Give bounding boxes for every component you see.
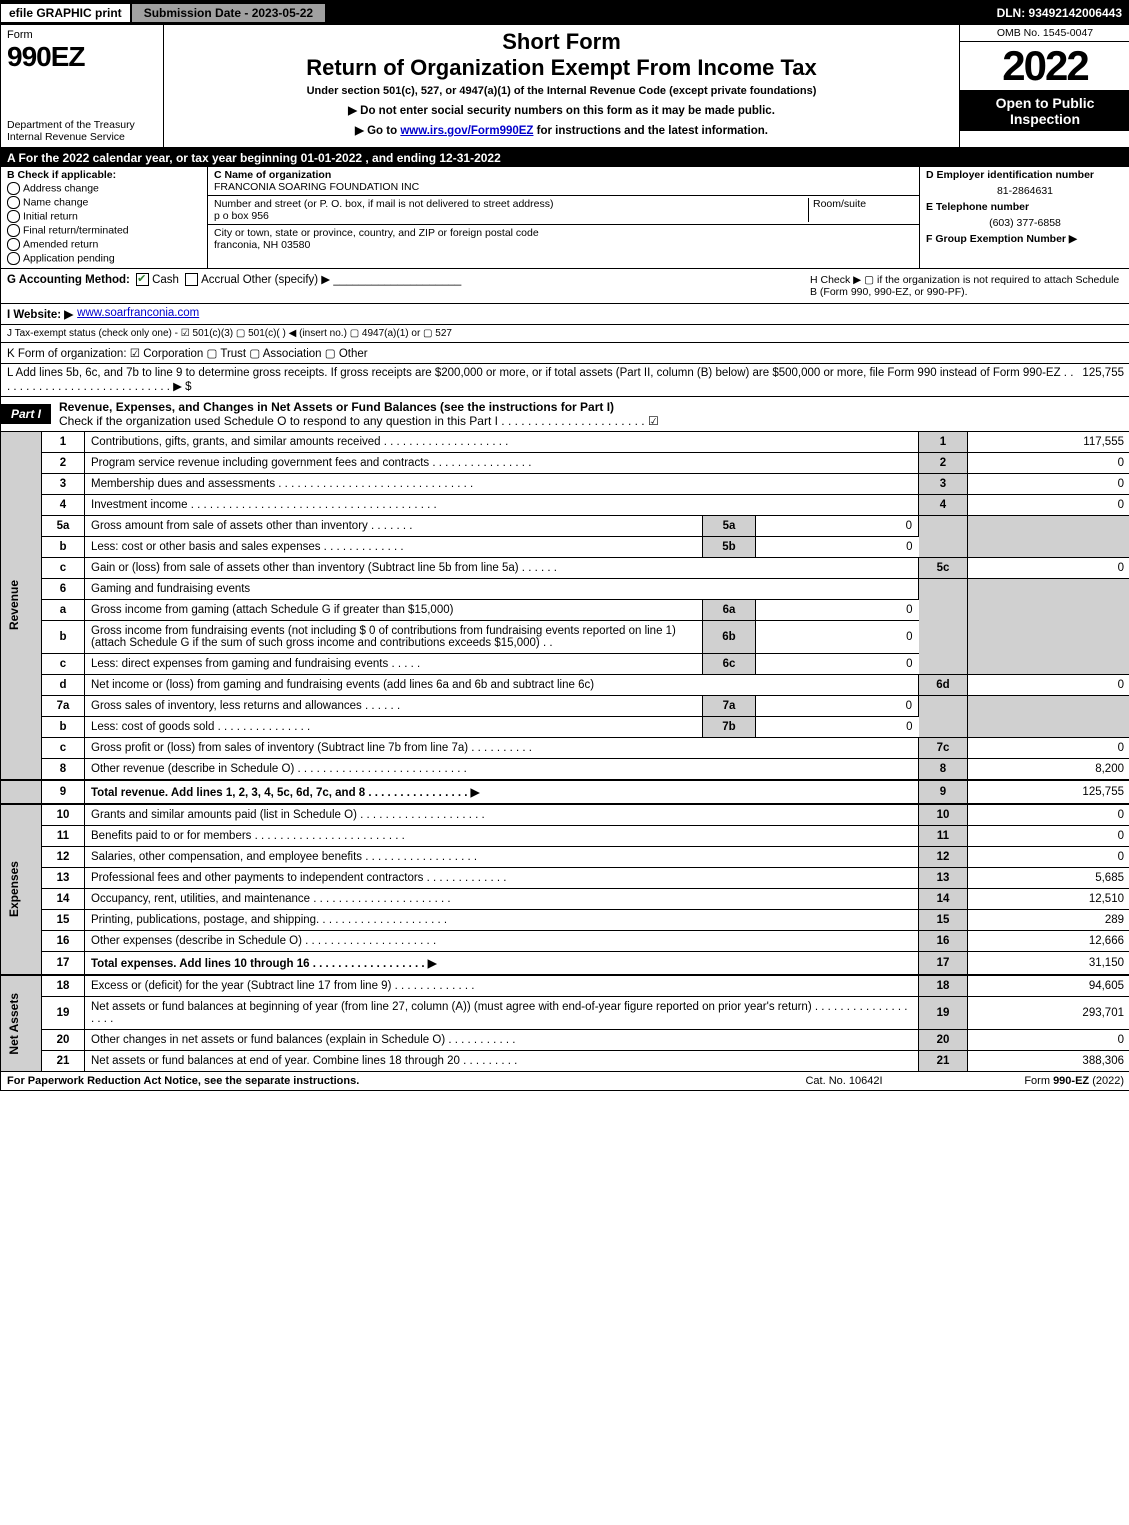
chk-name-change[interactable]: Name change — [7, 196, 201, 209]
footer-cat: Cat. No. 10642I — [744, 1075, 944, 1087]
city-value: franconia, NH 03580 — [214, 239, 539, 251]
website-label: I Website: ▶ — [7, 307, 73, 321]
city-label: City or town, state or province, country… — [214, 227, 539, 239]
line-i: I Website: ▶ www.soarfranconia.com — [1, 304, 1129, 325]
c-name-row: C Name of organization FRANCONIA SOARING… — [208, 167, 919, 196]
street-label: Number and street (or P. O. box, if mail… — [214, 198, 808, 210]
ein-value: 81-2864631 — [920, 183, 1129, 199]
part-1-table: Revenue 1 Contributions, gifts, grants, … — [1, 432, 1129, 1071]
dln-number: DLN: 93492142006443 — [989, 4, 1129, 22]
chk-application-pending[interactable]: Application pending — [7, 252, 201, 265]
chk-final-return[interactable]: Final return/terminated — [7, 224, 201, 237]
instr2-post: for instructions and the latest informat… — [533, 125, 768, 137]
side-revenue: Revenue — [1, 432, 42, 780]
chk-accrual[interactable] — [185, 273, 198, 286]
row-1-rn: 1 — [919, 432, 968, 453]
c-name-label: C Name of organization — [214, 169, 913, 181]
part-1-label: Part I — [1, 404, 51, 424]
c-street-row: Number and street (or P. O. box, if mail… — [208, 196, 919, 225]
line-j: J Tax-exempt status (check only one) - ☑… — [1, 325, 1129, 343]
under-section-text: Under section 501(c), 527, or 4947(a)(1)… — [174, 85, 949, 97]
ein-label: D Employer identification number — [920, 167, 1129, 183]
section-def: D Employer identification number 81-2864… — [919, 167, 1129, 268]
top-bar: efile GRAPHIC print Submission Date - 20… — [1, 1, 1129, 25]
footer-left: For Paperwork Reduction Act Notice, see … — [7, 1075, 744, 1087]
part-1-check: Check if the organization used Schedule … — [59, 414, 659, 428]
form-990ez-page: efile GRAPHIC print Submission Date - 20… — [0, 0, 1129, 1091]
section-b: B Check if applicable: Address change Na… — [1, 167, 208, 268]
line-l-text: L Add lines 5b, 6c, and 7b to line 9 to … — [7, 367, 1078, 393]
line-g-h: G Accounting Method: Cash Accrual Other … — [1, 269, 1129, 304]
form-number: 990EZ — [7, 41, 157, 73]
instr2-pre: ▶ Go to — [355, 125, 400, 137]
group-exemption: F Group Exemption Number ▶ — [920, 231, 1129, 247]
page-footer: For Paperwork Reduction Act Notice, see … — [1, 1071, 1129, 1090]
department-label: Department of the Treasury Internal Reve… — [7, 119, 157, 143]
side-net-assets: Net Assets — [1, 975, 42, 1071]
omb-number: OMB No. 1545-0047 — [960, 25, 1129, 42]
room-suite: Room/suite — [808, 198, 913, 222]
row-1-val: 117,555 — [968, 432, 1129, 453]
chk-cash[interactable] — [136, 273, 149, 286]
submission-date: Submission Date - 2023-05-22 — [132, 4, 327, 22]
line-k: K Form of organization: ☑ Corporation ▢ … — [1, 343, 1129, 364]
header-right: OMB No. 1545-0047 2022 Open to Public In… — [959, 25, 1129, 147]
irs-link[interactable]: www.irs.gov/Form990EZ — [400, 125, 533, 137]
instruction-ssn: ▶ Do not enter social security numbers o… — [174, 103, 949, 117]
street-value: p o box 956 — [214, 210, 808, 222]
line-l: L Add lines 5b, 6c, and 7b to line 9 to … — [1, 364, 1129, 397]
org-name: FRANCONIA SOARING FOUNDATION INC — [214, 181, 913, 193]
section-bcd: B Check if applicable: Address change Na… — [1, 167, 1129, 269]
b-heading: B Check if applicable: — [7, 169, 201, 181]
line-g: G Accounting Method: Cash Accrual Other … — [7, 272, 806, 300]
c-city-row: City or town, state or province, country… — [208, 225, 919, 253]
phone-value: (603) 377-6858 — [920, 215, 1129, 231]
row-1-num: 1 — [42, 432, 85, 453]
instruction-goto: ▶ Go to www.irs.gov/Form990EZ for instru… — [174, 123, 949, 137]
line-a-tax-year: A For the 2022 calendar year, or tax yea… — [1, 149, 1129, 167]
line-l-value: 125,755 — [1082, 367, 1124, 393]
side-expenses: Expenses — [1, 804, 42, 975]
tax-year: 2022 — [960, 42, 1129, 91]
part-1-title: Revenue, Expenses, and Changes in Net As… — [51, 397, 1129, 431]
section-c: C Name of organization FRANCONIA SOARING… — [208, 167, 919, 268]
form-label: Form — [7, 29, 157, 41]
part-1-header: Part I Revenue, Expenses, and Changes in… — [1, 397, 1129, 432]
g-label: G Accounting Method: — [7, 274, 130, 286]
line-h: H Check ▶ ▢ if the organization is not r… — [806, 272, 1124, 300]
efile-print-label[interactable]: efile GRAPHIC print — [1, 4, 132, 22]
footer-right: Form 990-EZ (2022) — [944, 1075, 1124, 1087]
phone-label: E Telephone number — [920, 199, 1129, 215]
form-header: Form 990EZ Department of the Treasury In… — [1, 25, 1129, 149]
short-form-title: Short Form — [174, 29, 949, 55]
header-center: Short Form Return of Organization Exempt… — [164, 25, 959, 147]
header-left: Form 990EZ Department of the Treasury In… — [1, 25, 164, 147]
website-value[interactable]: www.soarfranconia.com — [77, 307, 199, 321]
open-to-public: Open to Public Inspection — [960, 91, 1129, 131]
chk-initial-return[interactable]: Initial return — [7, 210, 201, 223]
chk-amended-return[interactable]: Amended return — [7, 238, 201, 251]
return-title: Return of Organization Exempt From Incom… — [174, 55, 949, 81]
chk-address-change[interactable]: Address change — [7, 182, 201, 195]
row-1-desc: Contributions, gifts, grants, and simila… — [85, 432, 919, 453]
